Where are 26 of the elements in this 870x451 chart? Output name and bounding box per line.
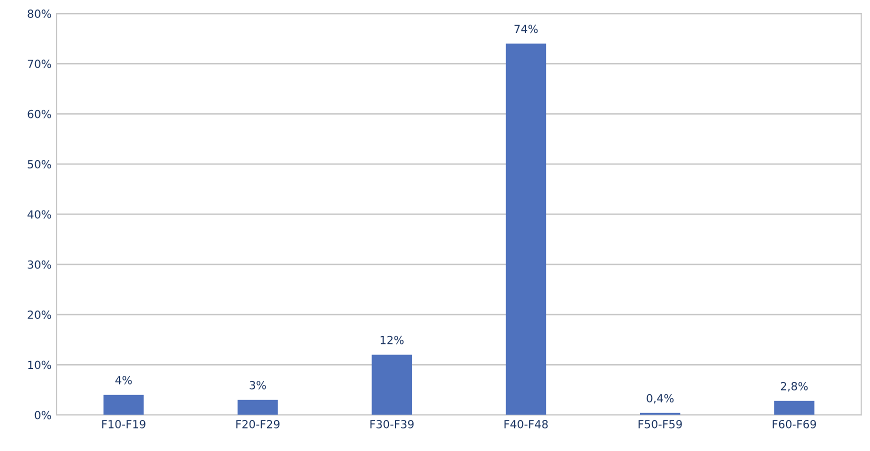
y-tick-label: 80% [28, 10, 52, 18]
data-label: 2,8% [780, 382, 808, 392]
bar [238, 400, 278, 415]
y-tick-label: 50% [28, 160, 52, 168]
bar [774, 400, 814, 415]
y-tick-label: 70% [28, 60, 52, 68]
x-tick-label: F60-F69 [772, 420, 816, 428]
data-label: 0,4% [646, 394, 674, 404]
y-tick-label: 40% [28, 210, 52, 219]
y-tick-label: 10% [28, 360, 52, 370]
x-tick-label: F40-F48 [504, 420, 548, 428]
y-tick-label: 0% [34, 410, 52, 420]
x-tick-label: F50-F59 [638, 420, 682, 428]
data-label: 4% [115, 376, 132, 384]
data-label: 3% [250, 380, 266, 390]
data-label: 74% [514, 24, 538, 34]
y-tick-label: 60% [28, 110, 52, 118]
bar [506, 44, 546, 415]
x-tick-label: F30-F39 [370, 420, 414, 428]
x-tick-label: F20-F29 [236, 420, 280, 428]
bar [372, 354, 412, 415]
y-tick-label: 30% [28, 260, 52, 269]
x-tick-label: F10-F19 [102, 420, 146, 428]
data-label: 12% [380, 336, 404, 344]
bar [103, 394, 144, 415]
y-tick-label: 20% [28, 310, 52, 319]
